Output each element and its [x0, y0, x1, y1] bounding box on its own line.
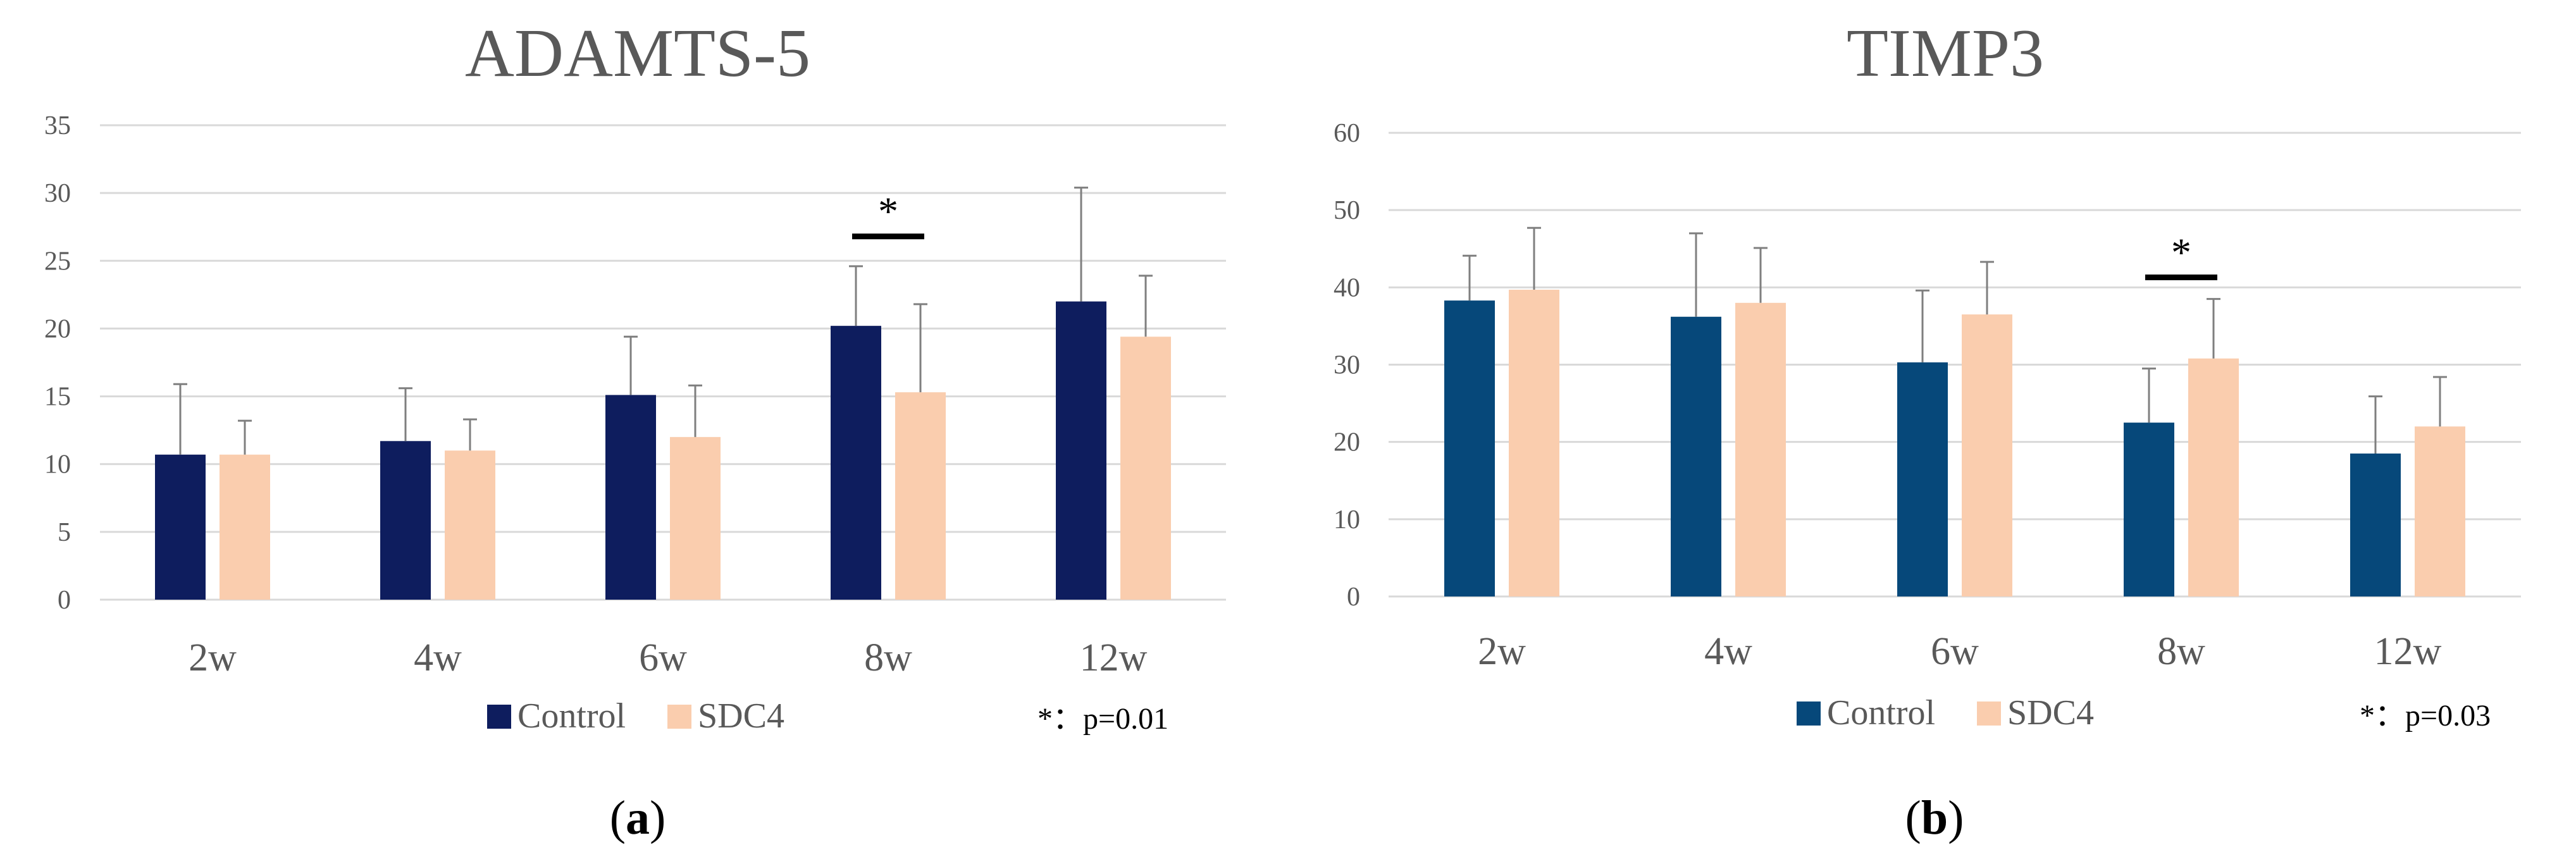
x-category-label: 2w — [189, 636, 237, 679]
bar-sdc4-12w — [2415, 426, 2465, 596]
bar-sdc4-8w — [2188, 359, 2239, 596]
y-tick-label: 10 — [44, 450, 71, 479]
bar-control-6w — [605, 395, 656, 600]
y-tick-label: 35 — [44, 111, 71, 140]
legend-swatch-sdc4 — [1977, 701, 2001, 726]
y-tick-label: 20 — [44, 314, 71, 343]
x-category-label: 12w — [1080, 636, 1148, 679]
y-tick-label: 25 — [44, 247, 71, 276]
bar-sdc4-4w — [1735, 303, 1786, 596]
x-category-label: 4w — [1704, 630, 1752, 673]
bar-control-2w — [155, 455, 206, 600]
x-category-label: 8w — [2157, 630, 2205, 673]
legend-swatch-sdc4 — [667, 705, 691, 729]
bar-control-6w — [1897, 362, 1948, 596]
panel-caption-a: (a) — [610, 791, 666, 844]
x-category-label: 8w — [864, 636, 912, 679]
significance-note: *：p=0.03 — [2360, 699, 2491, 732]
chart-title: TIMP3 — [1847, 16, 2044, 91]
bar-control-12w — [2350, 454, 2401, 596]
bar-sdc4-12w — [1120, 337, 1171, 600]
y-tick-label: 30 — [44, 179, 71, 208]
bar-sdc4-2w — [220, 455, 270, 600]
bar-control-4w — [1671, 317, 1721, 596]
bar-sdc4-4w — [445, 450, 495, 600]
legend-label-sdc4: SDC4 — [698, 696, 784, 736]
figure: ADAMTS-5 0 5 10 15 20 25 30 35 2w 4w 6w 8w 12w * Contro… — [0, 0, 2576, 859]
panel-caption-b: (b) — [1905, 791, 1964, 844]
significance-star: * — [878, 189, 898, 234]
y-tick-label: 10 — [1334, 505, 1360, 535]
bar-sdc4-8w — [895, 392, 946, 600]
bar-control-12w — [1056, 302, 1106, 600]
bar-control-8w — [2124, 423, 2174, 596]
legend-swatch-control — [1797, 701, 1821, 726]
x-category-label: 6w — [639, 636, 687, 679]
legend-label-control: Control — [1827, 693, 1935, 732]
chart-adamts5: ADAMTS-5 0 5 10 15 20 25 30 35 2w 4w 6w 8w 12w * Contro… — [44, 16, 1226, 736]
bar-sdc4-6w — [670, 437, 721, 600]
legend-label-sdc4: SDC4 — [2007, 693, 2094, 732]
x-category-label: 12w — [2374, 630, 2442, 673]
y-tick-label: 50 — [1334, 196, 1360, 225]
y-tick-label: 20 — [1334, 428, 1360, 457]
y-tick-label: 40 — [1334, 273, 1360, 302]
y-tick-label: 30 — [1334, 351, 1360, 380]
x-category-label: 4w — [414, 636, 462, 679]
legend-label-control: Control — [517, 696, 626, 736]
y-tick-label: 0 — [58, 586, 71, 615]
bar-sdc4-2w — [1509, 290, 1559, 596]
bar-control-4w — [380, 441, 431, 600]
legend-swatch-control — [487, 705, 511, 729]
y-tick-label: 15 — [44, 383, 71, 412]
bar-control-8w — [831, 326, 881, 600]
bar-sdc4-6w — [1962, 314, 2012, 596]
chart-title: ADAMTS-5 — [465, 16, 810, 91]
x-category-label: 6w — [1931, 630, 1979, 673]
x-category-label: 2w — [1478, 630, 1526, 673]
y-tick-label: 0 — [1347, 583, 1360, 612]
significance-star: * — [2171, 230, 2191, 275]
significance-note: *：p=0.01 — [1037, 702, 1168, 736]
bar-control-2w — [1444, 300, 1495, 596]
y-tick-label: 60 — [1334, 119, 1360, 148]
y-tick-label: 5 — [58, 518, 71, 547]
chart-timp3: TIMP3 0 10 20 30 40 50 60 2w 4w 6w 8w 12w * Control SDC… — [1334, 16, 2521, 732]
